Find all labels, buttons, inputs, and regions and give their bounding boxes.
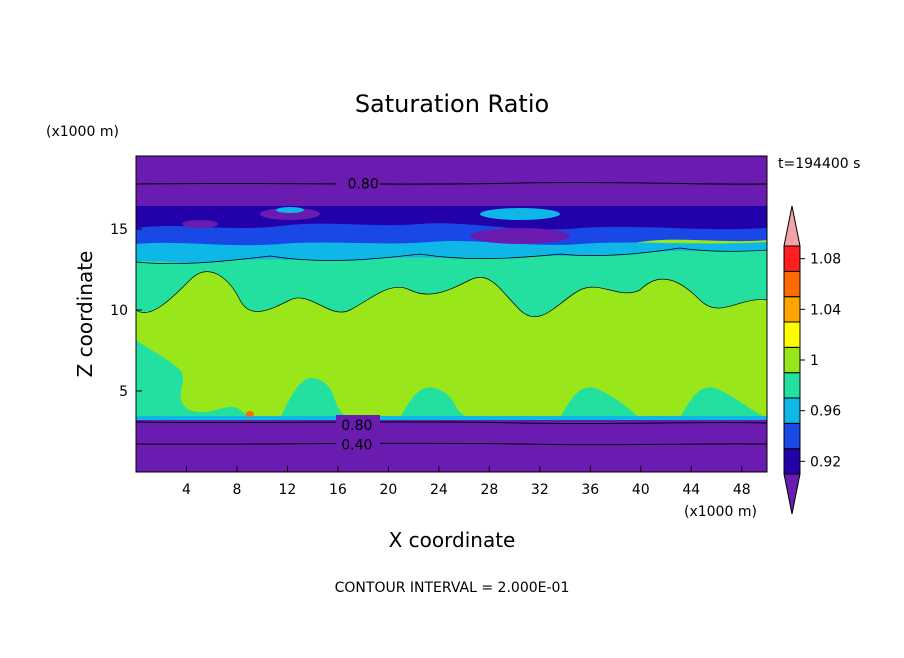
x-tick-label: 24 (430, 482, 448, 498)
dark-pocket (260, 208, 320, 220)
contour-field (136, 156, 767, 472)
contour-line (136, 421, 767, 425)
x-tick-label: 48 (733, 482, 751, 498)
footer-text: CONTOUR INTERVAL = 2.000E-01 (335, 580, 570, 596)
x-tick-label: 4 (182, 482, 191, 498)
x-tick-label: 32 (531, 482, 549, 498)
x-tick-label: 16 (329, 482, 347, 498)
contour-label: 0.80 (341, 418, 372, 434)
x-tick-label: 28 (480, 482, 498, 498)
green-lower-patches (136, 340, 767, 418)
colorbar-box (783, 296, 801, 323)
contour-line (136, 181, 767, 185)
colorbar-box (783, 321, 801, 348)
colorbar-box (783, 422, 801, 450)
colorbar-box (783, 448, 801, 475)
x-tick-label: 12 (279, 482, 297, 498)
contour-line (136, 247, 767, 264)
green-mid-layer (136, 250, 767, 317)
colorbar-label: 0.96 (810, 404, 841, 420)
x-tick-label: 8 (232, 482, 241, 498)
dark-pocket (182, 220, 218, 228)
high-saturation-spot (246, 411, 254, 417)
contour-label-bg (336, 436, 380, 452)
colorbar-high-arrow (783, 205, 801, 247)
colorbar-low-arrow (783, 473, 801, 515)
colorbar-box (783, 372, 801, 399)
upper-dry-layer (136, 156, 767, 206)
colorbar: 0.92 0.96 1 1.04 1.08 (783, 205, 841, 515)
contour-label: 0.80 (348, 177, 379, 193)
contour-label-bg (336, 415, 380, 431)
colorbar-label: 1.08 (810, 252, 841, 268)
colorbar-box (783, 245, 801, 272)
y-tick-label: 15 (110, 222, 128, 238)
colorbar-label: 1.04 (810, 302, 841, 318)
y-axis-label: Z coordinate (73, 251, 97, 378)
dark-pocket (470, 228, 570, 244)
contour-label: 0.40 (341, 437, 372, 453)
x-tick-label: 40 (632, 482, 650, 498)
x-axis-ticks: 4 8 12 16 20 24 28 32 36 40 44 48 (182, 466, 751, 498)
plot-frame (135, 155, 768, 473)
y-tick-label: 10 (110, 303, 128, 319)
x-axis-label: X coordinate (389, 528, 516, 552)
x-tick-label: 36 (581, 482, 599, 498)
x-tick-label: 44 (682, 482, 700, 498)
lower-moist-edge (136, 416, 767, 420)
y-tick-label: 5 (119, 384, 128, 400)
colorbar-box (783, 270, 801, 298)
colorbar-label: 0.92 (810, 454, 841, 470)
colorbar-box (783, 397, 801, 424)
x-unit-label: (x1000 m) (684, 504, 757, 520)
contour-label-bg (336, 175, 380, 191)
cyan-pocket (480, 208, 560, 220)
colorbar-box (783, 346, 801, 374)
y-axis-ticks: 5 10 15 (110, 222, 142, 400)
cyan-pocket (276, 207, 304, 213)
y-unit-label: (x1000 m) (46, 124, 119, 140)
chart-title: Saturation Ratio (355, 90, 549, 118)
contour-line (136, 442, 767, 446)
contour-line (136, 271, 767, 317)
contour-labels: 0.80 0.80 0.40 (341, 177, 378, 454)
x-tick-label: 20 (379, 482, 397, 498)
time-label: t=194400 s (778, 156, 860, 172)
upper-cyan-band (136, 241, 767, 264)
lower-dry-layer (136, 420, 767, 472)
colorbar-label: 1 (810, 353, 819, 369)
